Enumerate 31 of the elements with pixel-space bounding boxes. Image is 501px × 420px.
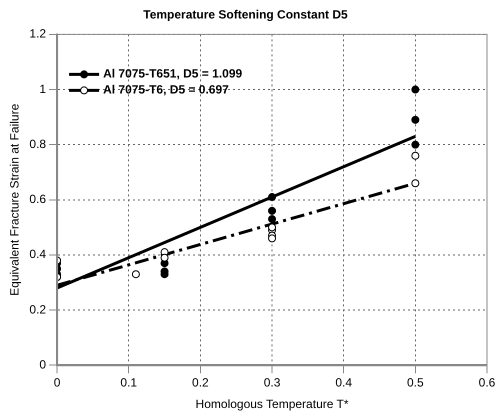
- x-tick-label: 0.6: [478, 376, 496, 390]
- point: [268, 206, 276, 215]
- x-tick-label: 0.3: [264, 376, 281, 390]
- x-tick-label: 0.1: [120, 376, 138, 390]
- point: [132, 270, 140, 278]
- point: [411, 116, 420, 124]
- point: [160, 254, 169, 262]
- point: [411, 86, 420, 94]
- legend-label: Al 7075-T651, D5 = 1.099: [103, 66, 242, 81]
- y-tick-label: 0.2: [29, 302, 46, 316]
- x-tick-label: 0.5: [407, 376, 424, 390]
- legend-label: Al 7075-T6, D5 = 0.697: [103, 82, 230, 97]
- x-axis-title: Homologous Temperature T*: [196, 397, 349, 412]
- point: [411, 140, 420, 149]
- y-tick-label: 0: [39, 358, 46, 372]
- y-tick-label: 0.6: [29, 192, 46, 206]
- y-tick-label: 1.2: [29, 26, 46, 41]
- y-tick-label: 0.8: [29, 136, 46, 151]
- point: [411, 152, 420, 160]
- x-tick-label: 0.4: [335, 376, 352, 390]
- chart-title: Temperature Softening Constant D5: [143, 8, 348, 22]
- y-axis-title: Equivalent Fracture Strain at Failure: [8, 103, 22, 296]
- point: [268, 223, 276, 232]
- y-tick-label: 0.4: [29, 247, 46, 262]
- point: [268, 193, 276, 202]
- point: [268, 215, 276, 224]
- point: [411, 179, 420, 188]
- y-tick-label: 1: [39, 82, 46, 96]
- x-tick-label: 0: [54, 376, 61, 390]
- x-tick-label: 0.2: [192, 376, 210, 390]
- point: [268, 234, 276, 242]
